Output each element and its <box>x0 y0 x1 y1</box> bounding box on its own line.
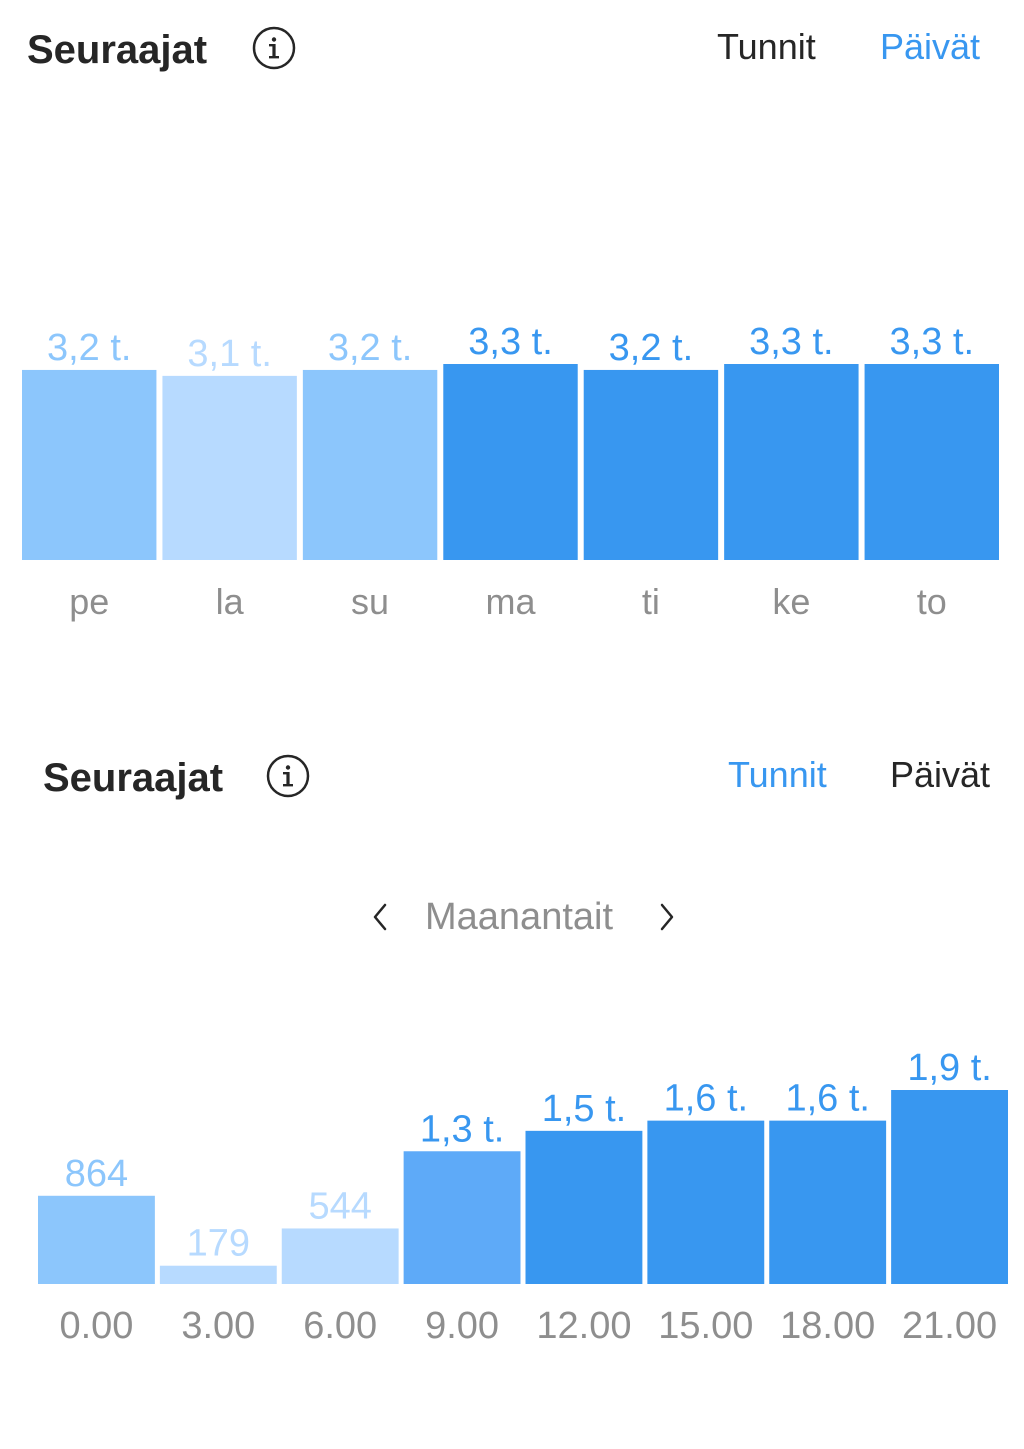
bar-value-label: 3,2 t. <box>328 327 413 369</box>
section-title: Seuraajat <box>27 28 208 72</box>
bar-value-label: 1,5 t. <box>542 1088 627 1130</box>
x-tick-label: 0.00 <box>59 1305 133 1347</box>
chart-bar <box>525 1130 643 1284</box>
chart-bar <box>403 1151 521 1284</box>
x-tick-label: to <box>917 581 947 622</box>
bar-value-label: 3,3 t. <box>468 321 553 363</box>
x-tick-label: 12.00 <box>536 1305 631 1347</box>
x-tick-label: ma <box>485 581 536 622</box>
chart-bar <box>864 364 999 560</box>
x-tick-label: 9.00 <box>425 1305 499 1347</box>
bar-value-label: 3,3 t. <box>890 321 975 363</box>
chart-bar <box>162 375 297 560</box>
x-tick-label: su <box>351 581 389 622</box>
bar-value-label: 3,3 t. <box>749 321 834 363</box>
bar-value-label: 1,6 t. <box>664 1078 749 1120</box>
info-icon[interactable] <box>266 754 310 798</box>
tab-days[interactable]: Päivät <box>890 754 991 795</box>
followers-by-day-chart: 3,2 t. pe 3,1 t. la 3,2 t. su 3,3 t. ma 3,2 t. ti… <box>22 321 999 622</box>
chart-bar <box>769 1120 887 1284</box>
x-tick-label: 15.00 <box>658 1305 753 1347</box>
bar-value-label: 1,6 t. <box>785 1078 870 1120</box>
bar-value-label: 1,3 t. <box>420 1108 505 1150</box>
x-tick-label: pe <box>69 581 109 622</box>
chart-bar <box>724 364 859 560</box>
chart-bar <box>891 1090 1008 1284</box>
bar-value-label: 1,9 t. <box>907 1047 992 1089</box>
x-tick-label: la <box>216 581 245 622</box>
x-tick-label: 18.00 <box>780 1305 875 1347</box>
x-tick-label: ti <box>642 581 660 622</box>
chart-bar <box>38 1195 155 1284</box>
bar-value-label: 3,1 t. <box>187 333 272 375</box>
chevron-right-icon[interactable] <box>655 899 679 935</box>
day-selector-label: Maanantait <box>425 896 614 938</box>
bar-value-label: 864 <box>65 1153 128 1195</box>
chevron-left-icon[interactable] <box>368 899 392 935</box>
tab-days[interactable]: Päivät <box>880 26 981 67</box>
x-tick-label: 3.00 <box>181 1305 255 1347</box>
chart-bar <box>443 364 578 560</box>
bar-value-label: 3,2 t. <box>609 327 694 369</box>
chart-bar <box>159 1265 277 1284</box>
bar-value-label: 3,2 t. <box>47 327 132 369</box>
bar-value-label: 179 <box>187 1223 250 1265</box>
info-icon[interactable] <box>252 26 296 70</box>
chart-bar <box>281 1228 399 1284</box>
tab-hours[interactable]: Tunnit <box>717 26 816 67</box>
x-tick-label: ke <box>772 581 810 622</box>
bar-value-label: 544 <box>308 1185 371 1227</box>
chart-bar <box>302 369 438 560</box>
chart-bar <box>583 369 719 560</box>
tab-hours[interactable]: Tunnit <box>728 754 827 795</box>
x-tick-label: 6.00 <box>303 1305 377 1347</box>
chart-bar <box>647 1120 765 1284</box>
x-tick-label: 21.00 <box>902 1305 997 1347</box>
section-title: Seuraajat <box>43 756 224 800</box>
chart-bar <box>22 369 157 560</box>
followers-days-section: Seuraajat Tunnit Päivät 3,2 t. pe 3,1 t. la… <box>0 0 1024 700</box>
